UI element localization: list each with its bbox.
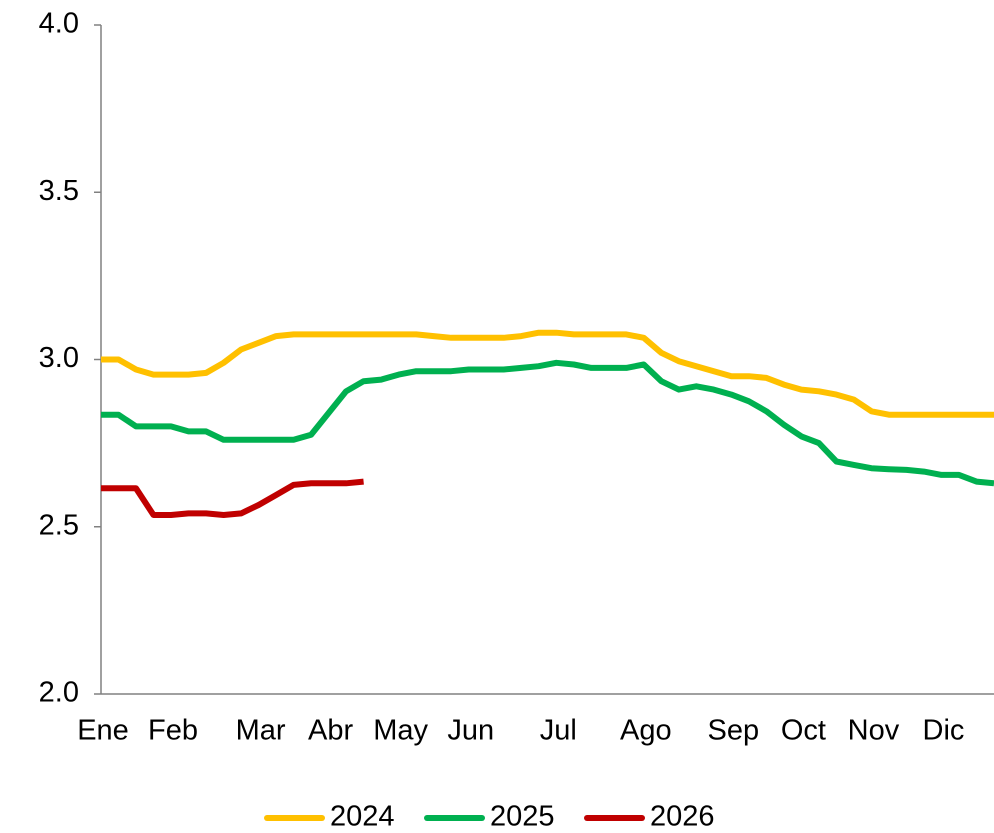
x-tick-label: Mar bbox=[236, 715, 286, 747]
x-tick-label: Jul bbox=[540, 715, 577, 747]
x-tick-label: Dic bbox=[923, 715, 965, 747]
x-tick-label: Sep bbox=[708, 715, 760, 747]
x-tick-label: Feb bbox=[148, 715, 198, 747]
y-tick-label: 2.0 bbox=[39, 677, 79, 709]
legend-label: 2026 bbox=[650, 801, 715, 833]
x-tick-label: Ene bbox=[77, 715, 129, 747]
y-tick-label: 4.0 bbox=[39, 8, 79, 40]
x-tick-label: Ago bbox=[620, 715, 672, 747]
x-tick-label: Abr bbox=[308, 715, 353, 747]
x-tick-label: Oct bbox=[781, 715, 826, 747]
legend-label: 2025 bbox=[490, 801, 555, 833]
y-tick-label: 2.5 bbox=[39, 509, 79, 541]
series-line bbox=[101, 478, 364, 518]
y-tick-label: 3.0 bbox=[39, 342, 79, 374]
x-tick-label: Nov bbox=[848, 715, 900, 747]
series-line bbox=[101, 359, 994, 487]
legend-label: 2024 bbox=[330, 801, 395, 833]
x-tick-label: May bbox=[373, 715, 428, 747]
series-line bbox=[101, 329, 994, 418]
y-tick-label: 3.5 bbox=[39, 175, 79, 207]
x-tick-label: Jun bbox=[447, 715, 494, 747]
